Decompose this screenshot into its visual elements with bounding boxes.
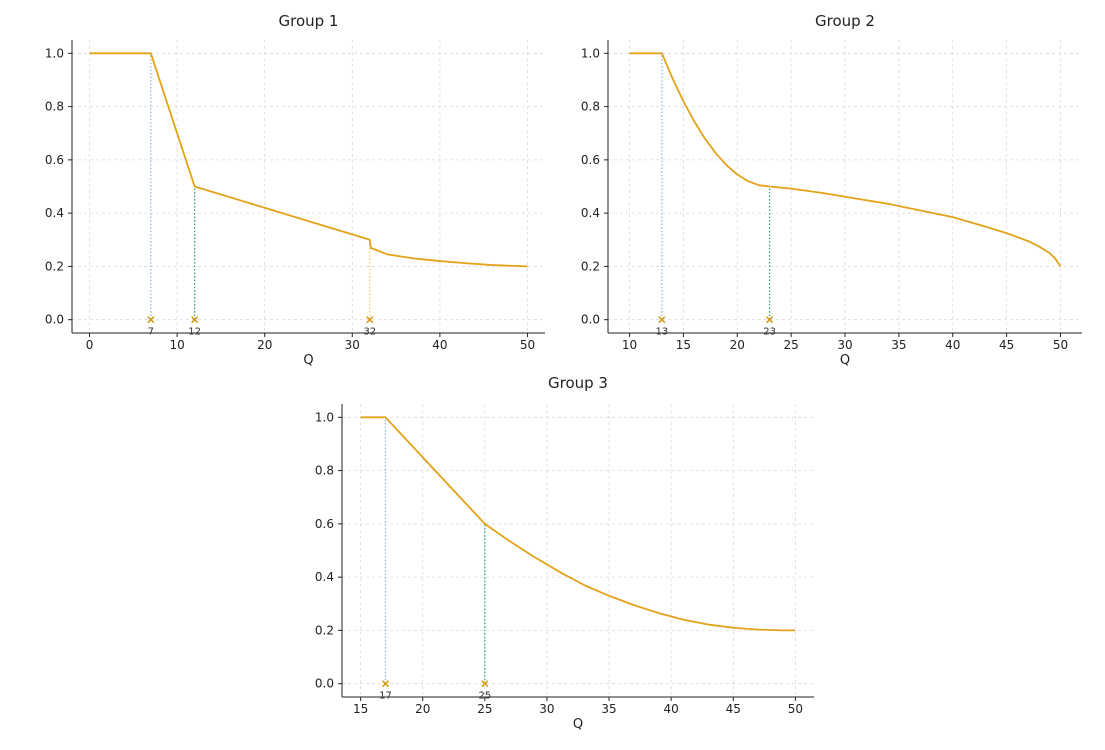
x-tick-label: 25 [783,338,798,352]
y-tick-label: 0.8 [45,100,64,114]
series-line [629,52,1062,267]
x-tick-label: 10 [169,338,184,352]
x-tick-label: 40 [664,702,679,716]
y-tick-label: 1.0 [581,46,600,60]
marker-x-stroke [191,316,199,324]
y-tick-label: 1.0 [45,46,64,60]
chart-svg: 15 20 25 30 35 40 45 50 0.0 0.2 0.4 0.6 0.8 1.0 Group … [315,374,814,732]
chart-title: Group 3 [548,374,608,392]
x-tick-label: 30 [539,702,554,716]
x-tick-label: 20 [415,702,430,716]
marker-label: 25 [478,691,491,702]
series-line [360,416,796,632]
x-tick-label: 50 [1053,338,1068,352]
marker-x-stroke [147,316,155,324]
marker-x [366,316,374,324]
x-tick-label: 25 [477,702,492,716]
x-tick-label: 20 [730,338,745,352]
chart-svg: 10 15 20 25 30 35 40 45 50 0.0 0.2 0.4 0.6 0.8 1.0 Grou… [581,12,1082,368]
x-axis-label: Q [303,353,313,368]
chart-group-1: 0 10 20 30 40 50 0.0 0.2 0.4 0.6 0.8 1.0 Group 1 Q 7 12… [0,0,560,370]
x-axis-label: Q [840,353,850,368]
chart-svg: 0 10 20 30 40 50 0.0 0.2 0.4 0.6 0.8 1.0 Group 1 Q 7 12… [45,12,545,368]
x-tick-label: 30 [345,338,360,352]
chart-group-3: 15 20 25 30 35 40 45 50 0.0 0.2 0.4 0.6 0.8 1.0 Group … [270,370,830,750]
x-axis-label: Q [573,717,583,732]
chart-group-2: 10 15 20 25 30 35 40 45 50 0.0 0.2 0.4 0.6 0.8 1.0 Grou… [545,0,1105,370]
marker-x [658,316,666,324]
marker-label: 23 [763,327,776,338]
x-tick-label: 40 [432,338,447,352]
marker-x [766,316,774,324]
marker-x [481,680,489,688]
series-line [89,52,528,268]
marker-label: 7 [148,327,154,338]
x-tick-label: 45 [726,702,741,716]
marker-x-stroke [381,680,390,688]
x-tick-label: 15 [676,338,691,352]
chart-title: Group 2 [815,12,875,30]
y-tick-label: 0.6 [315,517,334,531]
x-tick-label: 45 [999,338,1014,352]
marker-x-stroke [766,316,774,324]
marker-label: 17 [379,691,392,702]
x-tick-label: 50 [520,338,535,352]
y-tick-label: 0.6 [581,153,600,167]
x-tick-label: 35 [891,338,906,352]
y-tick-label: 0.4 [315,570,334,584]
marker-x-stroke [481,680,489,688]
marker-label: 32 [363,327,376,338]
marker-label: 12 [188,327,201,338]
y-tick-label: 0.4 [45,206,64,220]
x-tick-label: 40 [945,338,960,352]
y-tick-label: 0.2 [315,623,334,637]
x-tick-label: 15 [353,702,368,716]
marker-x [191,316,199,324]
y-tick-label: 0.0 [45,313,64,327]
marker-x-stroke [658,316,666,324]
y-tick-label: 0.8 [315,464,334,478]
x-tick-label: 30 [837,338,852,352]
y-tick-label: 1.0 [315,410,334,424]
x-tick-label: 35 [601,702,616,716]
y-tick-label: 0.4 [581,206,600,220]
y-tick-label: 0.6 [45,153,64,167]
marker-x [147,316,155,324]
marker-x [381,680,390,688]
x-tick-label: 0 [86,338,94,352]
marker-x-stroke [366,316,374,324]
y-tick-label: 0.2 [581,259,600,273]
marker-label: 13 [655,327,668,338]
x-tick-label: 50 [788,702,803,716]
y-tick-label: 0.8 [581,100,600,114]
chart-title: Group 1 [279,12,339,30]
y-tick-label: 0.0 [315,677,334,691]
x-tick-label: 10 [622,338,637,352]
y-tick-label: 0.0 [581,313,600,327]
y-tick-label: 0.2 [45,259,64,273]
x-tick-label: 20 [257,338,272,352]
